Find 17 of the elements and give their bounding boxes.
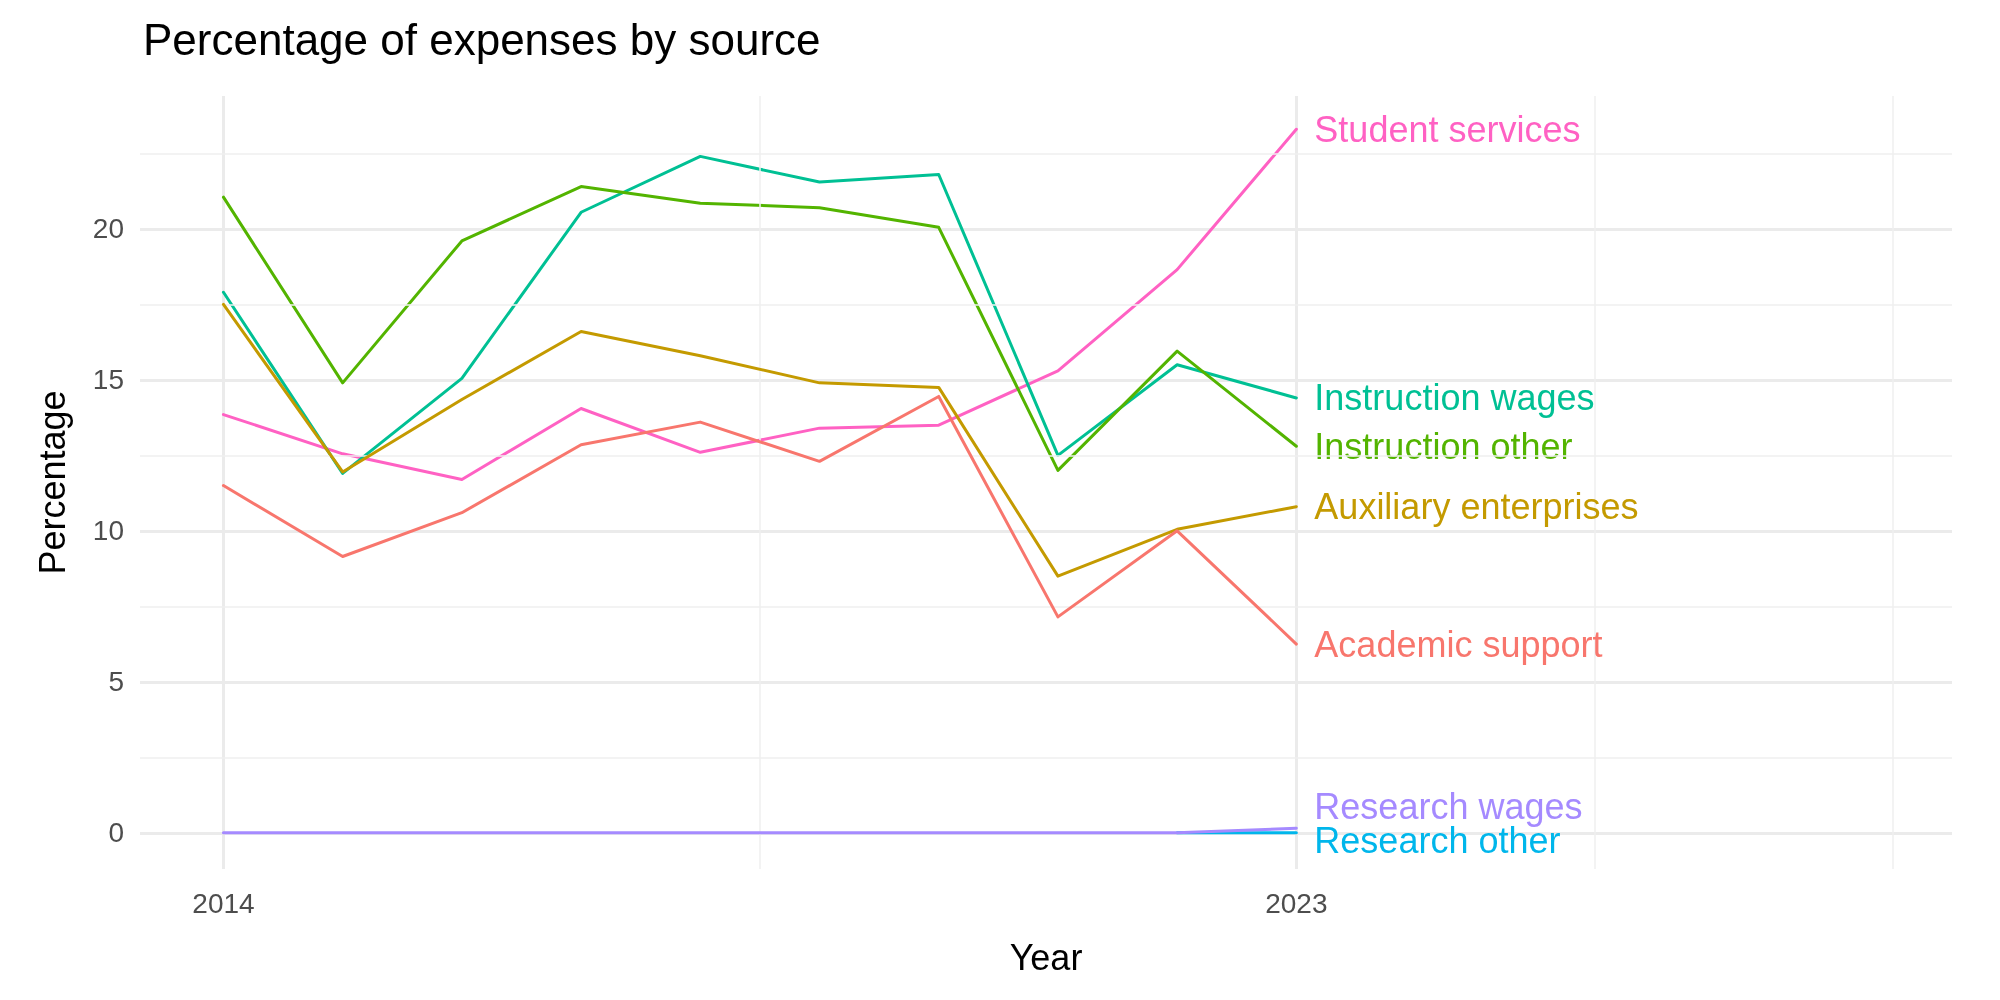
line-series bbox=[221, 394, 1298, 646]
x-tick-label: 2014 bbox=[192, 887, 255, 919]
series-label: Instruction other bbox=[1314, 425, 1573, 467]
y-tick-label: 5 bbox=[108, 666, 124, 698]
chart-title: Percentage of expenses by source bbox=[143, 14, 821, 64]
x-axis-title: Year bbox=[1009, 936, 1083, 978]
line-series bbox=[221, 302, 1298, 578]
y-axis-title: Percentage bbox=[31, 390, 73, 575]
series-label: Instruction wages bbox=[1314, 377, 1595, 419]
y-tick-label: 15 bbox=[92, 364, 124, 396]
y-tick-label: 10 bbox=[92, 515, 124, 547]
y-tick-label: 0 bbox=[108, 817, 124, 849]
x-tick-label: 2023 bbox=[1265, 887, 1328, 919]
series-label: Student services bbox=[1314, 108, 1581, 150]
series-label: Auxiliary enterprises bbox=[1314, 486, 1639, 528]
series-label: Academic support bbox=[1314, 623, 1603, 665]
y-tick-label: 20 bbox=[92, 213, 124, 245]
